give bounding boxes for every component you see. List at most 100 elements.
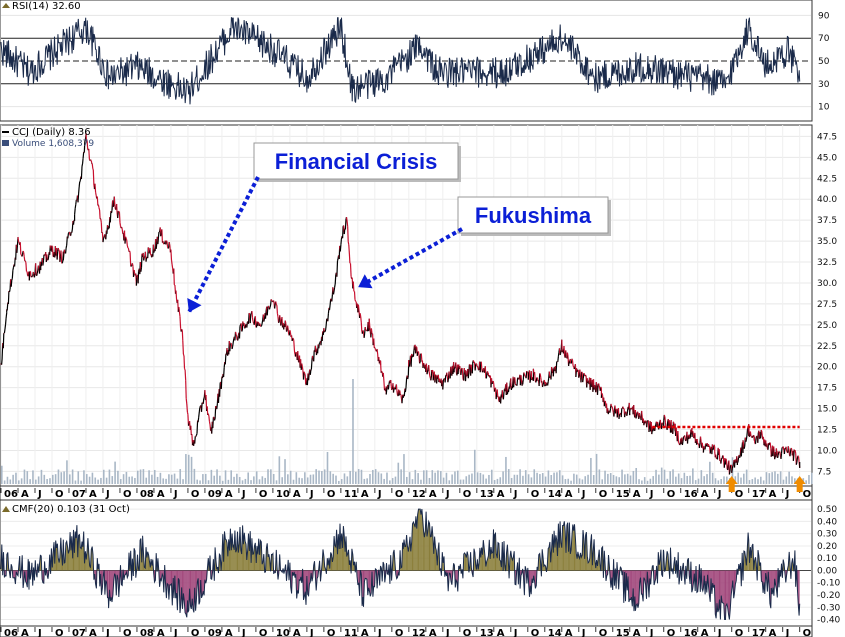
- price-segment: [629, 408, 631, 413]
- price-segment: [664, 422, 667, 428]
- price-segment: [796, 457, 798, 463]
- price-segment: [569, 358, 572, 363]
- x-axis-label: O: [735, 628, 744, 637]
- volume-bar: [669, 471, 671, 484]
- volume-bar: [281, 477, 283, 484]
- price-segment: [401, 394, 404, 404]
- x-axis-label: O: [395, 628, 404, 637]
- cmf-tick-label: 0.00: [817, 566, 837, 576]
- price-segment: [36, 270, 39, 274]
- volume-bar: [374, 469, 377, 484]
- volume-bar: [204, 473, 207, 484]
- price-segment: [788, 448, 791, 455]
- volume-bar: [165, 478, 167, 484]
- x-axis-label: 07: [72, 628, 86, 637]
- price-segment: [51, 246, 54, 257]
- price-tick-label: 25.0: [817, 321, 837, 331]
- price-segment: [102, 238, 105, 243]
- price-segment: [768, 442, 771, 446]
- volume-bar: [309, 474, 312, 484]
- price-segment: [94, 183, 97, 193]
- price-tick-label: 35.0: [817, 237, 837, 247]
- price-segment: [722, 455, 725, 463]
- price-tick-label: 30.0: [817, 279, 837, 289]
- price-segment: [65, 244, 68, 249]
- price-segment: [455, 362, 457, 373]
- price-segment: [250, 312, 252, 315]
- x-axis-label: A: [701, 489, 709, 500]
- volume-bar: [811, 472, 813, 484]
- volume-bar: [156, 476, 159, 484]
- price-segment: [448, 371, 451, 378]
- x-axis-label: 14: [548, 628, 562, 637]
- volume-bar: [779, 471, 782, 484]
- price-segment: [287, 329, 290, 335]
- price-segment: [725, 458, 728, 462]
- price-segment: [74, 204, 77, 209]
- x-axis-label: J: [649, 489, 654, 500]
- x-axis-label: 12: [412, 628, 426, 637]
- price-segment: [572, 365, 575, 368]
- price-segment: [495, 394, 498, 400]
- price-segment: [166, 241, 169, 247]
- cmf-area: [252, 553, 254, 571]
- volume-bar: [182, 479, 184, 484]
- cmf-area: [456, 570, 457, 583]
- volume-bar: [604, 470, 606, 484]
- volume-bar: [505, 456, 507, 484]
- x-axis-label: J: [717, 628, 722, 637]
- price-segment: [19, 242, 22, 255]
- price-legend: CCJ (Daily) 8.36 Volume 1,608,379: [2, 127, 94, 149]
- volume-bar: [66, 460, 68, 484]
- price-segment: [86, 140, 89, 150]
- price-segment: [304, 374, 307, 385]
- volume-bar: [247, 472, 249, 484]
- price-segment: [257, 321, 260, 324]
- cmf-area: [365, 570, 367, 579]
- cmf-area: [560, 542, 562, 571]
- volume-bar: [176, 478, 179, 484]
- price-segment: [274, 303, 276, 309]
- price-segment: [360, 322, 363, 332]
- price-segment: [126, 239, 128, 246]
- volume-bar: [255, 471, 258, 484]
- price-segment: [571, 358, 574, 361]
- price-segment: [302, 371, 305, 380]
- volume-bar: [791, 476, 793, 484]
- price-segment: [423, 362, 425, 365]
- volume-bar: [578, 478, 581, 484]
- price-segment: [471, 361, 474, 374]
- price-segment: [728, 470, 731, 475]
- price-segment: [698, 442, 701, 449]
- cmf-area: [417, 509, 419, 571]
- price-segment: [460, 369, 463, 375]
- volume-bar: [700, 470, 703, 484]
- price-segment: [215, 405, 217, 409]
- price-segment: [32, 271, 35, 274]
- price-segment: [703, 446, 706, 450]
- volume-bar: [258, 479, 261, 484]
- volume-bar: [703, 476, 705, 484]
- cmf-area: [427, 521, 429, 571]
- price-segment: [24, 260, 27, 263]
- price-segment: [581, 371, 583, 373]
- volume-bar: [575, 474, 578, 484]
- price-segment: [243, 322, 246, 329]
- volume-bar: [406, 476, 408, 484]
- cmf-area: [304, 570, 306, 597]
- price-segment: [333, 287, 336, 291]
- volume-bar: [250, 480, 252, 484]
- price-segment: [415, 346, 418, 348]
- price-segment: [609, 408, 612, 413]
- x-axis-label: O: [463, 489, 472, 500]
- cmf-area: [588, 561, 589, 571]
- price-segment: [399, 390, 401, 395]
- price-segment: [219, 382, 221, 397]
- cmf-area: [643, 570, 645, 580]
- volume-bar: [488, 474, 490, 484]
- price-segment: [705, 444, 708, 447]
- price-segment: [185, 398, 188, 405]
- price-segment: [185, 380, 187, 399]
- price-segment: [157, 236, 160, 245]
- price-segment: [760, 429, 763, 432]
